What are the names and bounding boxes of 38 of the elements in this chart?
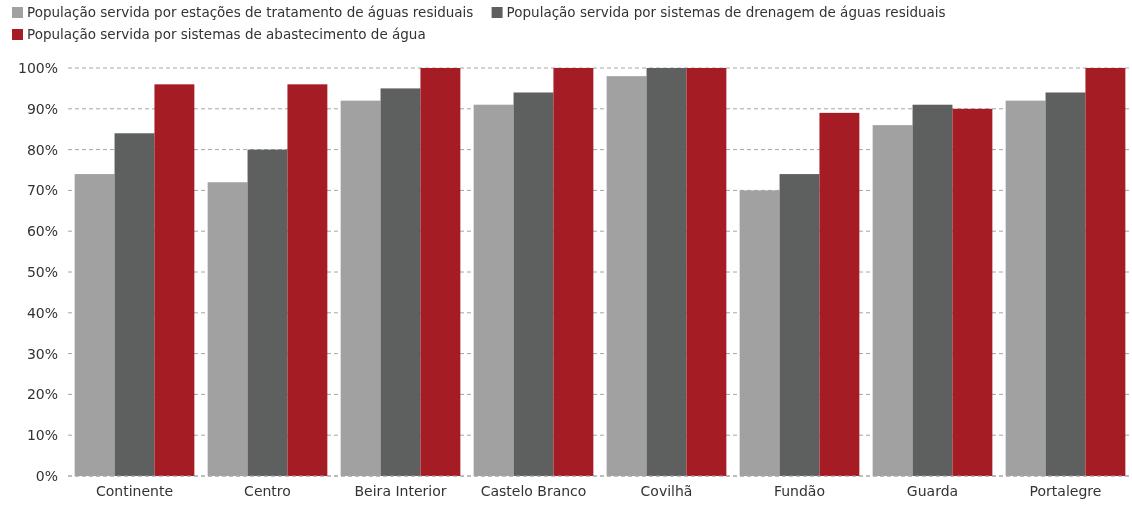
x-tick-label: Continente [95, 483, 174, 499]
y-tick-label: 0% [35, 467, 58, 484]
legend-label: População servida por estações de tratamento de águas residuais [27, 3, 474, 20]
bar [114, 133, 155, 476]
bar [1085, 68, 1126, 476]
y-tick-label: 60% [26, 223, 58, 240]
bar [154, 84, 195, 476]
bar [1045, 92, 1086, 476]
y-tick-label: 50% [26, 263, 58, 280]
x-tick-label: Castelo Branco [480, 483, 587, 499]
bar [247, 149, 288, 476]
bar [287, 84, 328, 476]
y-tick-label: 100% [17, 59, 58, 76]
x-tick-label: Centro [244, 483, 291, 499]
y-tick-label: 70% [26, 182, 58, 199]
y-tick-label: 20% [26, 386, 58, 403]
legend-label: População servida por sistemas de drenagem de águas residuais [506, 3, 946, 20]
bar [553, 68, 594, 476]
y-tick-label: 40% [26, 304, 58, 321]
x-tick-label: Covilhã [640, 483, 693, 499]
y-tick-label: 30% [26, 345, 58, 362]
bar [420, 68, 461, 476]
x-tick-label: Portalegre [1029, 483, 1102, 499]
y-tick-label: 90% [26, 100, 58, 117]
bar [646, 68, 687, 476]
x-tick-label: Fundão [773, 483, 826, 499]
bar [686, 68, 727, 476]
bar [952, 108, 993, 476]
bar [513, 92, 554, 476]
x-tick-label: Guarda [906, 483, 959, 499]
y-tick-label: 80% [26, 141, 58, 158]
bar [380, 88, 421, 476]
bar [912, 104, 953, 476]
bar [779, 174, 820, 476]
bar [819, 112, 860, 476]
x-tick-label: Beira Interior [354, 483, 447, 499]
y-tick-label: 10% [26, 427, 58, 444]
legend-label: População servida por sistemas de abastecimento de água [27, 25, 426, 42]
